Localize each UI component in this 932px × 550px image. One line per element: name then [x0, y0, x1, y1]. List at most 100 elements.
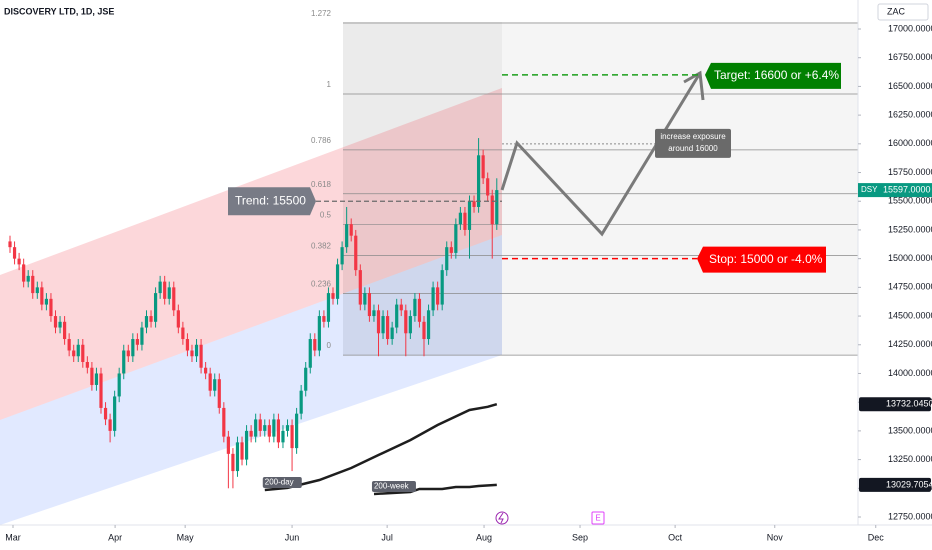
candle-body [390, 327, 394, 340]
candle-body [276, 419, 281, 443]
candle-body [135, 339, 139, 345]
candle-body [213, 379, 217, 391]
trend-box [228, 187, 316, 216]
candle-body [326, 293, 331, 322]
candle-body [231, 453, 235, 472]
ma-price-label: 13029.7054 [886, 479, 932, 489]
candle-body [163, 281, 167, 299]
candle-body [354, 235, 358, 271]
candle-body [258, 419, 262, 431]
dividend-icon [495, 511, 509, 525]
moving-average [264, 402, 498, 492]
fib-label: 0.5 [320, 211, 332, 220]
candle-body [413, 298, 417, 317]
candle-body [22, 264, 26, 282]
candle-body [431, 287, 435, 311]
candle-body [381, 316, 385, 334]
candle-body [117, 373, 121, 397]
currency-box [877, 3, 929, 21]
candle-body [254, 419, 258, 437]
candle-body [35, 287, 39, 294]
candle-body [31, 275, 35, 294]
moving-average [373, 483, 497, 496]
y-tick-label: 15750.0000 [888, 167, 932, 177]
candle-body [72, 350, 76, 357]
candle-body [81, 344, 85, 362]
candle-body [486, 178, 490, 196]
candle-body [372, 310, 376, 317]
candle-body [299, 390, 303, 414]
ma-name: 200-week [374, 482, 410, 491]
candle-body [226, 436, 230, 454]
x-tick-label: Nov [767, 532, 784, 542]
candle-body [240, 442, 244, 460]
candle-body [422, 321, 426, 340]
channel-lower [0, 235, 502, 525]
candle-body [17, 258, 21, 265]
candle-body [436, 287, 440, 305]
candle-body [204, 367, 208, 374]
y-tick-label: 14000.0000 [888, 368, 932, 378]
candle-body [149, 316, 153, 322]
candle-body [49, 298, 53, 317]
candle-body [244, 430, 249, 460]
candle-body [426, 310, 431, 340]
x-tick-label: Sep [572, 532, 588, 542]
chart-title: DISCOVERY LTD, 1D, JSE [4, 6, 114, 16]
candle-body [67, 339, 71, 351]
x-tick-label: May [177, 532, 195, 542]
candle-body [235, 442, 240, 472]
candle-body [8, 241, 12, 248]
candle-body [26, 275, 30, 282]
y-tick-label: 16250.0000 [888, 109, 932, 119]
candle-body [103, 407, 108, 420]
dividend-bolt [498, 512, 504, 524]
ma-price-box [859, 397, 931, 412]
candle-body [199, 344, 203, 368]
ma-price-label: 13732.0450 [886, 399, 932, 409]
candle-body [440, 270, 444, 305]
candle-body [90, 367, 94, 385]
candle-body [140, 327, 144, 345]
candle-body [322, 316, 326, 322]
candle-body [76, 344, 80, 357]
target-label: Target: 16600 or +6.4% [714, 68, 839, 82]
fib-label: 0.236 [311, 280, 332, 289]
symbol-box [858, 183, 880, 198]
candle-body [386, 316, 390, 340]
y-tick-label: 12750.0000 [888, 511, 932, 521]
candle-body [445, 247, 449, 271]
y-tick-label: 15000.0000 [888, 253, 932, 263]
candle-body [58, 321, 62, 328]
channel-upper [0, 88, 502, 420]
price-box [880, 183, 932, 198]
y-tick-label: 15500.0000 [888, 196, 932, 206]
candle-body [331, 293, 335, 299]
projection-arrow [683, 70, 705, 101]
y-tick-label: 14500.0000 [888, 310, 932, 320]
candle-body [63, 321, 67, 340]
candle-body [472, 201, 476, 207]
y-tick-label: 13500.0000 [888, 425, 932, 435]
candle-body [290, 425, 294, 449]
candle-body [490, 195, 494, 225]
x-tick-label: Aug [476, 532, 492, 542]
candle-body [349, 224, 353, 236]
x-tick-label: Jul [381, 532, 393, 542]
candle-body [295, 413, 299, 449]
candle-body [304, 367, 308, 391]
x-tick-label: Oct [668, 532, 683, 542]
candle-body [408, 316, 412, 334]
candle-body [449, 247, 453, 253]
fib-label: 0.382 [311, 241, 332, 250]
candle-body [308, 339, 312, 368]
x-tick-label: Apr [108, 532, 122, 542]
candle-body [313, 339, 317, 351]
y-tick-label: 16750.0000 [888, 52, 932, 62]
candle-body [217, 379, 221, 408]
candle-body [113, 396, 117, 431]
candle-body [40, 287, 44, 305]
candle-body [404, 310, 408, 334]
candle-body [272, 419, 276, 437]
